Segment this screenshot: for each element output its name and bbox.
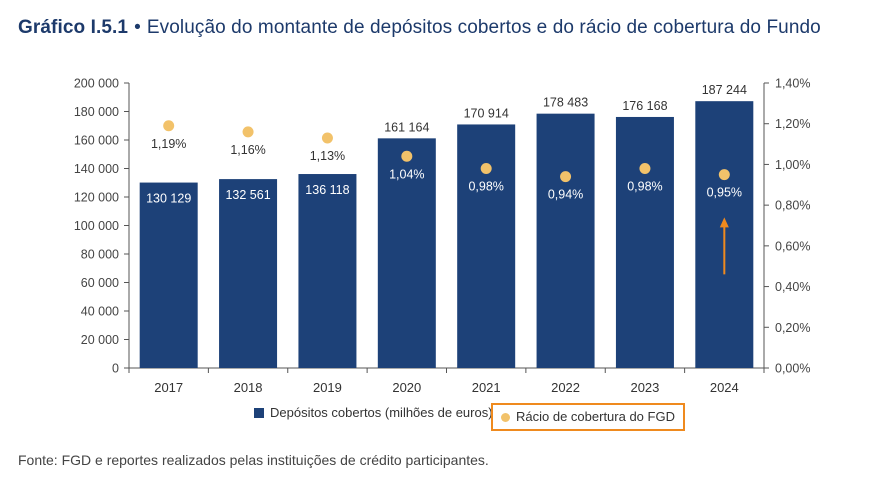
y-left-tick-label: 0 (112, 362, 119, 376)
y-right-tick-label: 0,20% (775, 321, 810, 335)
ratio-value-label: 0,98% (627, 180, 662, 194)
bar-value-label: 161 164 (384, 120, 429, 134)
y-left-tick-label: 180 000 (74, 105, 119, 119)
bar-2023 (615, 116, 674, 368)
x-tick-label: 2022 (551, 380, 580, 395)
y-left-tick-label: 100 000 (74, 219, 119, 233)
x-tick-label: 2024 (710, 380, 739, 395)
bar-2017 (139, 182, 198, 368)
y-left-tick-label: 20 000 (81, 333, 119, 347)
legend-label-deposits: Depósitos cobertos (milhões de euros) (270, 405, 493, 420)
bar-value-label: 176 168 (622, 99, 667, 113)
ratio-value-label: 0,98% (468, 180, 503, 194)
chart-title-text: Evolução do montante de depósitos cobert… (146, 17, 821, 38)
y-left-tick-label: 200 000 (74, 77, 119, 91)
title-separator: • (134, 17, 141, 38)
ratio-value-label: 1,19% (151, 137, 186, 151)
bar-value-label: 132 561 (225, 188, 270, 202)
x-tick-label: 2019 (313, 380, 342, 395)
y-left-tick-label: 160 000 (74, 134, 119, 148)
legend-item-deposits: Depósitos cobertos (milhões de euros) (254, 405, 493, 420)
y-right-tick-label: 0,00% (775, 362, 810, 376)
y-left-tick-label: 120 000 (74, 191, 119, 205)
y-right-tick-label: 0,60% (775, 239, 810, 253)
x-tick-label: 2023 (630, 380, 659, 395)
y-left-tick-label: 140 000 (74, 162, 119, 176)
ratio-value-label: 1,16% (230, 143, 265, 157)
bar-2020 (377, 138, 436, 368)
y-right-tick-label: 0,80% (775, 199, 810, 213)
ratio-point-2022 (560, 171, 572, 183)
bar-2022 (536, 113, 595, 368)
y-left-tick-label: 60 000 (81, 276, 119, 290)
bar-value-label: 136 118 (305, 183, 349, 197)
bar-2019 (298, 174, 357, 368)
legend-label-ratio: Rácio de cobertura do FGD (516, 409, 675, 424)
y-right-tick-label: 1,00% (775, 158, 810, 172)
chart-title: Gráfico I.5.1 • Evolução do montante de de… (18, 17, 821, 39)
y-left-tick-label: 80 000 (81, 248, 119, 262)
x-tick-label: 2021 (472, 380, 501, 395)
y-left-tick-label: 40 000 (81, 305, 119, 319)
ratio-point-2024 (718, 169, 730, 181)
bar-value-label: 130 129 (146, 192, 191, 206)
legend-swatch-bar (254, 408, 264, 418)
ratio-value-label: 0,95% (707, 186, 742, 200)
ratio-point-2018 (242, 126, 254, 138)
chart-number: Gráfico I.5.1 (18, 17, 129, 38)
bar-2021 (457, 124, 516, 369)
annotation-arrow-head (719, 217, 729, 228)
x-tick-label: 2020 (392, 380, 421, 395)
y-right-tick-label: 0,40% (775, 280, 810, 294)
ratio-value-label: 0,94% (548, 188, 583, 202)
ratio-point-2019 (321, 132, 333, 144)
legend-swatch-dot (501, 413, 510, 422)
bar-value-label: 187 244 (702, 83, 747, 97)
ratio-value-label: 1,04% (389, 167, 424, 181)
bar-2018 (219, 179, 278, 368)
ratio-point-2017 (163, 120, 175, 132)
ratio-point-2021 (480, 163, 492, 174)
legend-item-ratio: Rácio de cobertura do FGD (491, 403, 685, 431)
x-tick-label: 2017 (154, 380, 183, 395)
ratio-value-label: 1,13% (310, 149, 345, 163)
y-right-tick-label: 1,20% (775, 117, 810, 131)
source-note: Fonte: FGD e reportes realizados pelas i… (18, 452, 489, 468)
ratio-point-2023 (639, 163, 651, 174)
y-right-tick-label: 1,40% (775, 77, 810, 91)
ratio-point-2020 (401, 150, 413, 162)
bar-value-label: 178 483 (543, 96, 588, 110)
bar-value-label: 170 914 (464, 106, 509, 120)
x-tick-label: 2018 (234, 380, 263, 395)
